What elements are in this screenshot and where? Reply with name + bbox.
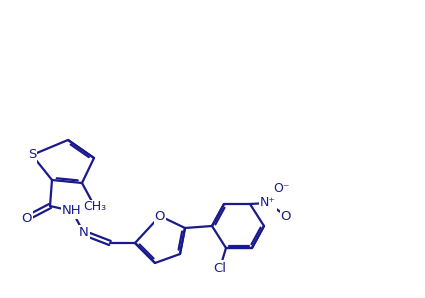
Text: Cl: Cl [213,262,227,274]
Text: O: O [22,212,32,224]
Text: NH: NH [62,204,82,218]
Text: O⁻: O⁻ [274,181,290,195]
Text: N: N [79,226,89,240]
Text: N⁺: N⁺ [260,196,276,209]
Text: S: S [28,148,36,162]
Text: O: O [281,209,291,223]
Text: O: O [155,209,165,223]
Text: CH₃: CH₃ [83,201,107,213]
